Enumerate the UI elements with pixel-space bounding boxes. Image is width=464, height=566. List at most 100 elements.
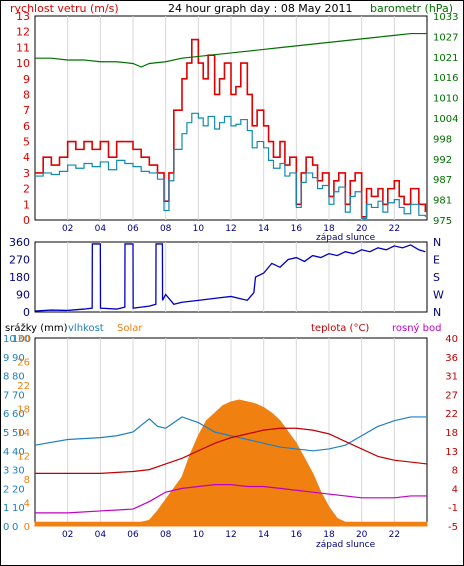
humidity-tick-label: 40 [12, 447, 25, 458]
temperature-tick-label: -5 [448, 522, 458, 533]
humidity-tick-label: 70 [12, 390, 25, 401]
wind-axis-label: rychlost vetru (m/s) [10, 2, 119, 15]
hour-tick-label: 22 [389, 530, 400, 540]
compass-tick-label: W [433, 289, 444, 302]
temperature-tick-label: -1 [448, 503, 458, 514]
series-line-0 [34, 416, 427, 452]
pressure-tick-label: 1004 [433, 114, 458, 125]
direction-tick-label: 180 [9, 271, 30, 284]
pressure-tick-label: 1033 [433, 12, 458, 23]
pressure-tick-label: 1016 [433, 73, 458, 84]
solar-tick-label: 14 [17, 428, 30, 439]
temperature-tick-label: 22 [445, 409, 458, 420]
hour-tick-label: 08 [160, 530, 172, 540]
hour-tick-label: 18 [323, 224, 335, 234]
humidity-tick-label: 90 [12, 353, 25, 364]
hour-tick-label: 06 [127, 224, 139, 234]
chart-title: 24 hour graph day : 08 May 2011 [168, 2, 353, 15]
hour-tick-label: 22 [389, 224, 400, 234]
hour-tick-label: 06 [127, 530, 139, 540]
sunset-label: západ slunce [316, 233, 376, 243]
temperature-tick-label: 18 [445, 428, 458, 439]
wind-tick-label: 3 [23, 167, 30, 180]
rain-tick-label: 6 [3, 409, 9, 420]
humidity-tick-label: 10 [12, 503, 25, 514]
pressure-tick-label: 1027 [433, 32, 458, 43]
hour-tick-label: 14 [258, 224, 270, 234]
series-line-2 [35, 484, 427, 514]
temperature-tick-label: 13 [445, 447, 458, 458]
sunset-label-2: západ slunce [316, 540, 376, 550]
pressure-tick-label: 1010 [433, 94, 458, 105]
temperature-tick-label: 36 [445, 353, 458, 364]
dewpoint-axis-label: rosný bod [392, 322, 441, 334]
rain-tick-label: 4 [3, 447, 9, 458]
hour-tick-label: 16 [291, 224, 303, 234]
hour-tick-label: 12 [225, 530, 236, 540]
wind-tick-label: 5 [23, 136, 30, 149]
wind-tick-label: 7 [23, 104, 30, 117]
humidity-tick-label: 0 [12, 522, 18, 533]
humidity-axis-label: vlhkost [68, 323, 104, 334]
wind-tick-label: 4 [23, 151, 30, 164]
hour-tick-label: 12 [225, 224, 236, 234]
humidity-tick-label: 20 [12, 484, 25, 495]
rain-tick-label: 2 [3, 484, 9, 495]
pressure-tick-label: 992 [433, 155, 452, 166]
temperature-tick-label: 4 [452, 484, 458, 495]
rain-tick-label: 10 [3, 334, 16, 345]
hour-tick-label: 10 [193, 530, 205, 540]
solar-tick-label: 22 [17, 381, 30, 392]
wind-tick-label: 11 [16, 41, 30, 54]
compass-tick-label: S [433, 271, 440, 284]
humidity-tick-label: 60 [12, 409, 25, 420]
pressure-tick-label: 987 [433, 175, 452, 186]
hour-tick-label: 14 [258, 530, 270, 540]
wind-tick-label: 8 [23, 88, 30, 101]
wind-pressure-chart: rychlost vetru (m/s) 24 hour graph day :… [10, 2, 458, 243]
wind-tick-label: 1 [23, 198, 30, 211]
rain-tick-label: 1 [3, 503, 9, 514]
hour-tick-label: 02 [62, 224, 73, 234]
temperature-tick-label: 27 [445, 390, 458, 401]
wind-tick-label: 6 [23, 120, 30, 133]
pressure-tick-label: 975 [433, 216, 452, 227]
direction-tick-label: 270 [9, 254, 30, 267]
rain-tick-label: 5 [3, 428, 9, 439]
rain-tick-label: 8 [3, 372, 9, 383]
solar-area [34, 399, 428, 527]
wind-tick-label: 10 [16, 57, 30, 70]
temperature-tick-label: 31 [445, 372, 458, 383]
direction-tick-label: 360 [9, 236, 30, 249]
solar-tick-label: 30 [17, 334, 30, 345]
series-line-1 [35, 427, 428, 474]
temperature-tick-label: 40 [445, 334, 458, 345]
compass-tick-label: N [433, 236, 441, 249]
temperature-axis-label: teplota (°C) [311, 323, 369, 334]
solar-tick-label: 0 [24, 522, 30, 533]
rain-tick-label: 7 [3, 390, 9, 401]
temperature-tick-label: 8 [452, 466, 458, 477]
solar-tick-label: 4 [24, 499, 30, 510]
wind-tick-label: 13 [16, 10, 30, 23]
hour-tick-label: 20 [356, 224, 368, 234]
compass-tick-label: N [433, 306, 441, 319]
direction-tick-label: 0 [23, 306, 30, 319]
hour-tick-label: 04 [95, 530, 107, 540]
compass-tick-label: E [433, 254, 440, 267]
pressure-axis-label: barometr (hPa) [370, 2, 453, 15]
humidity-temperature-chart: srážky (mm) vlhkost Solar teplota (°C) r… [3, 322, 458, 550]
direction-tick-label: 90 [16, 289, 30, 302]
wind-tick-label: 0 [23, 214, 30, 227]
hour-tick-label: 16 [291, 530, 303, 540]
solar-axis-label: Solar [117, 323, 143, 334]
hour-tick-label: 10 [193, 224, 205, 234]
hour-tick-label: 02 [62, 530, 73, 540]
solar-tick-label: 12 [17, 452, 30, 463]
humidity-tick-label: 30 [12, 466, 25, 477]
wind-tick-label: 12 [16, 26, 30, 39]
solar-tick-label: 18 [17, 405, 30, 416]
rain-tick-label: 0 [3, 522, 9, 533]
